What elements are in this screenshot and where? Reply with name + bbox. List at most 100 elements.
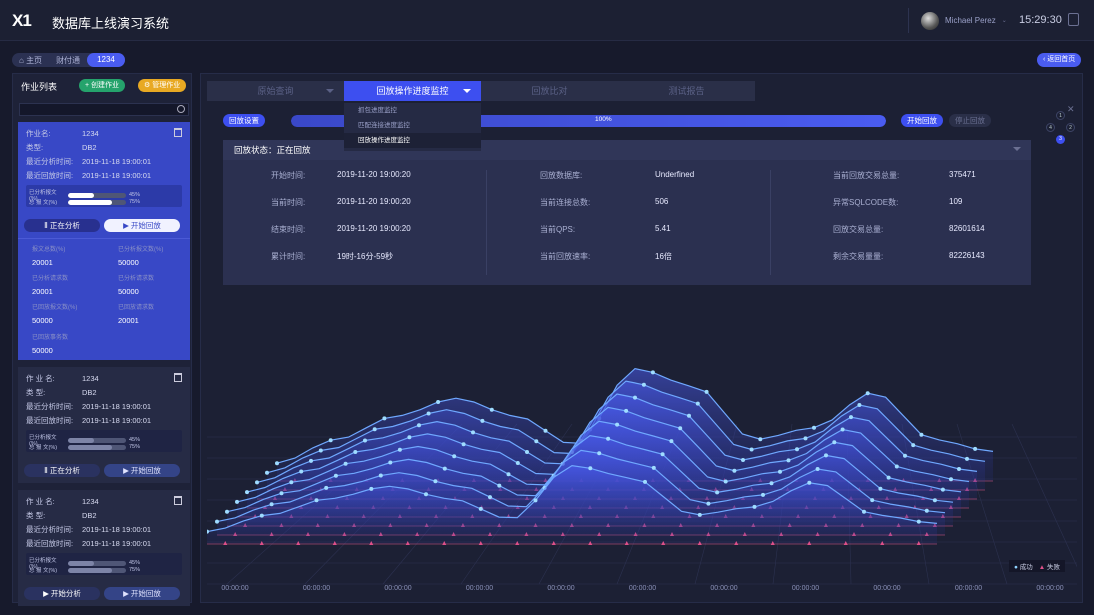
success-point: [597, 451, 602, 456]
success-point: [650, 370, 655, 375]
replay-button[interactable]: ▶ 开始回放: [104, 219, 180, 232]
user-menu[interactable]: Michael Perez ⌄: [908, 8, 1007, 33]
series-line: [216, 449, 946, 523]
success-point: [363, 438, 367, 443]
success-point: [919, 432, 924, 437]
job-field: 作业名: 1234: [26, 129, 99, 138]
success-point: [894, 464, 899, 469]
analyze-button[interactable]: Ⅱ 正在分析: [24, 219, 100, 232]
success-point: [488, 495, 492, 500]
progress-track: [68, 444, 126, 450]
success-point: [299, 469, 304, 474]
job-stat: 已回放报文数(%) 50000: [32, 305, 78, 325]
legend-fail: ▲ 失败: [1038, 564, 1060, 571]
dropdown-item[interactable]: 抓包进度监控: [358, 107, 397, 114]
progress-track: [68, 567, 126, 573]
job-card[interactable]: 作业名: 1234 类型: DB2 最近分析时间: 2019-11-18 19:00:01…: [18, 122, 190, 360]
job-list-panel: 作业列表 + 创建作业 ⚙ 管理作业 作业名: 1234 类型: DB2 最近分析时间:…: [12, 73, 192, 606]
success-point: [752, 504, 757, 509]
job-field: 最近回放时间: 2019-11-18 19:00:01: [26, 539, 152, 548]
replay-status-panel: 回放状态：正在回放 开始时间: 2019-11-20 19:00:20 当前时间: 2…: [223, 140, 1031, 285]
replay-button[interactable]: ▶ 开始回放: [104, 587, 180, 600]
fail-point: [770, 541, 775, 545]
success-point: [533, 498, 538, 503]
stop-replay-button[interactable]: 停止回放: [949, 114, 991, 127]
back-home-button[interactable]: ‹ 返回首页: [1037, 53, 1082, 67]
start-replay-button[interactable]: 开始回放: [901, 114, 943, 127]
grid-line: [1011, 423, 1077, 568]
x-tick-label: 00:00:00: [710, 585, 737, 592]
replay-button[interactable]: ▶ 开始回放: [104, 464, 180, 477]
page-dot[interactable]: 3: [1056, 135, 1065, 144]
success-point: [732, 468, 737, 473]
success-point: [940, 487, 945, 492]
create-job-button[interactable]: + 创建作业: [79, 79, 126, 92]
fail-point: [405, 541, 410, 545]
search-input[interactable]: [20, 105, 170, 116]
success-point: [949, 477, 953, 482]
success-point: [812, 425, 816, 430]
chevron-down-icon: ⌄: [1001, 18, 1007, 24]
success-point: [235, 499, 239, 504]
clock: 15:29:30: [1019, 14, 1062, 26]
tab-replay-progress[interactable]: 回放操作进度监控: [344, 81, 481, 101]
progress-fill: [68, 444, 112, 450]
success-point: [706, 501, 711, 506]
analyze-button[interactable]: Ⅱ 正在分析: [24, 464, 100, 477]
success-point: [265, 470, 269, 475]
job-card[interactable]: 作 业 名: 1234 类 型: DB2 最近分析时间: 2019-11-18 19:00…: [18, 367, 190, 483]
dropdown-item[interactable]: 回放操作进度监控: [344, 133, 481, 148]
page-dot[interactable]: 1: [1056, 111, 1065, 120]
replay-settings-button[interactable]: 回放设置: [223, 114, 265, 127]
page-dot[interactable]: 4: [1046, 123, 1055, 132]
success-point: [369, 486, 374, 491]
success-point: [372, 427, 377, 432]
success-point: [543, 428, 548, 433]
trash-icon[interactable]: [174, 128, 182, 137]
job-stat: 已回放事务数 50000: [32, 335, 69, 355]
success-point: [289, 480, 294, 485]
success-point: [761, 492, 765, 497]
manage-job-button[interactable]: ⚙ 管理作业: [138, 79, 187, 92]
tab-original-query[interactable]: 原始查询: [207, 81, 344, 101]
search-icon[interactable]: [177, 105, 185, 113]
fail-point: [916, 541, 921, 545]
crumb-item[interactable]: 财付通: [56, 55, 81, 65]
close-icon[interactable]: ✕: [1067, 104, 1075, 114]
home-crumb[interactable]: ⌂ 主页: [19, 55, 43, 65]
progress-track: [68, 560, 126, 566]
job-stat: 已分析请求数 50000: [118, 276, 155, 296]
logout-icon[interactable]: [1068, 13, 1079, 26]
dropdown-item[interactable]: 匹配连接进度监控: [358, 122, 410, 129]
success-point: [259, 513, 264, 518]
fail-point: [880, 541, 885, 545]
job-stat: 已回放请求数 20001: [118, 305, 155, 325]
success-point: [615, 422, 620, 427]
success-point: [865, 391, 870, 396]
success-point: [525, 450, 529, 454]
success-point: [424, 492, 428, 497]
success-point: [715, 490, 720, 495]
success-point: [461, 442, 466, 447]
analyze-button[interactable]: ▶ 开始分析: [24, 587, 100, 600]
progress-fill: [68, 437, 95, 443]
crumb-current: 1234: [87, 53, 125, 67]
caret-down-icon: [326, 89, 334, 93]
tab-replay-compare[interactable]: 回放比对: [481, 81, 618, 101]
page-dot[interactable]: 2: [1066, 123, 1075, 132]
success-point: [870, 498, 875, 503]
pager: 1 4 2 3: [1046, 111, 1076, 147]
trash-icon[interactable]: [174, 373, 182, 382]
success-point: [436, 400, 441, 404]
success-point: [695, 401, 700, 406]
success-point: [643, 479, 647, 484]
job-progress: 已分析报文(%) 45% 总 报 文(%) 75%: [26, 185, 182, 207]
tab-test-report[interactable]: 测试报告: [618, 81, 755, 101]
job-card[interactable]: 作 业 名: 1234 类 型: DB2 最近分析时间: 2019-11-18 19:00…: [18, 490, 190, 606]
success-point: [786, 458, 791, 463]
tab-bar: 原始查询 回放操作进度监控 回放比对 测试报告: [207, 81, 755, 101]
success-point: [878, 486, 883, 491]
job-field: 最近分析时间: 2019-11-18 19:00:01: [26, 157, 152, 166]
success-point: [924, 508, 929, 513]
trash-icon[interactable]: [174, 496, 182, 505]
